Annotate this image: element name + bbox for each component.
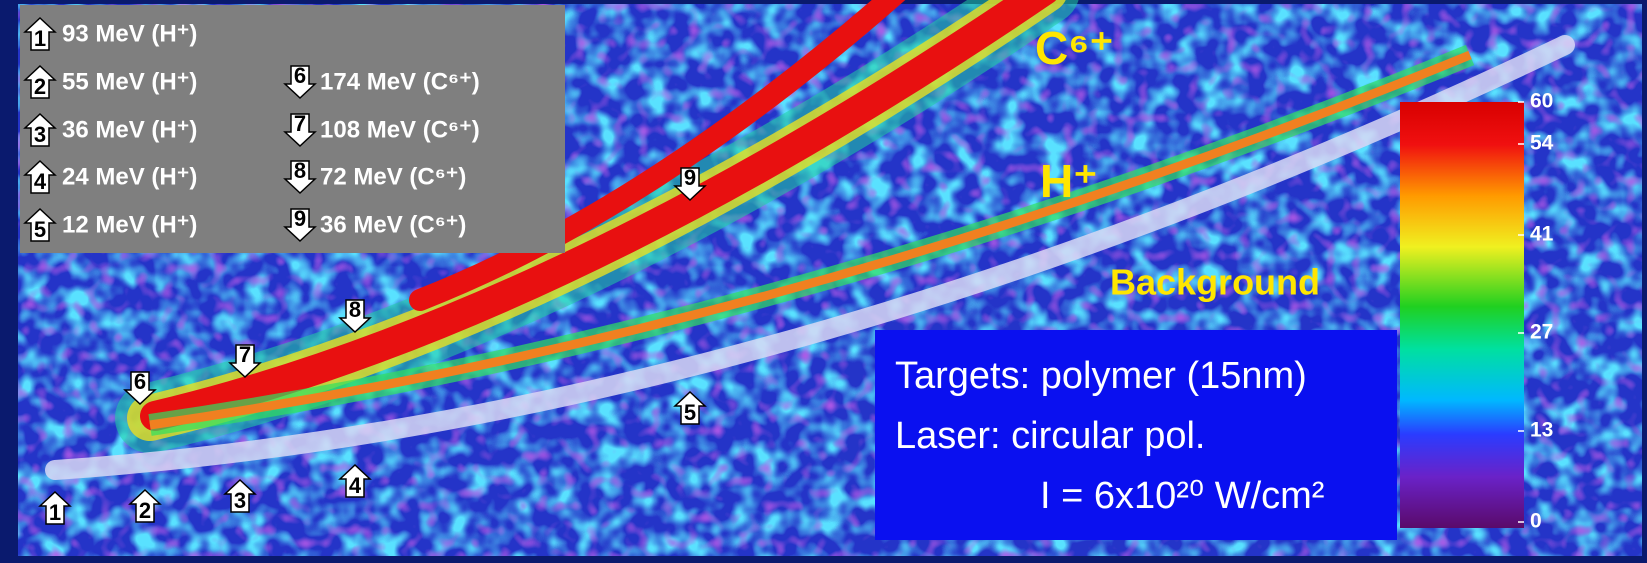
- arrow-number: 1: [49, 500, 61, 525]
- colorbar-tick-label: 60: [1530, 90, 1553, 113]
- arrow-number: 3: [234, 488, 246, 513]
- legend-text: 108 MeV (C⁶⁺): [320, 116, 480, 143]
- arrow-number: 5: [34, 217, 46, 242]
- legend-text: 174 MeV (C⁶⁺): [320, 68, 480, 95]
- legend-text: 55 MeV (H⁺): [62, 68, 197, 95]
- h-label: H⁺: [1040, 155, 1098, 207]
- colorbar-tick-label: 54: [1530, 132, 1554, 155]
- arrow-number: 2: [34, 74, 46, 99]
- arrow-number: 2: [139, 498, 151, 523]
- info-line: Targets: polymer (15nm): [895, 355, 1307, 397]
- arrow-number: 5: [684, 400, 696, 425]
- background-label: Background: [1110, 262, 1320, 303]
- arrow-number: 4: [34, 169, 47, 194]
- colorbar-tick-label: 0: [1530, 510, 1542, 533]
- colorbar-tick-label: 27: [1530, 321, 1553, 344]
- c-label: C⁶⁺: [1035, 22, 1114, 74]
- arrow-number: 8: [294, 158, 306, 183]
- legend-text: 72 MeV (C⁶⁺): [320, 163, 466, 190]
- arrow-number: 1: [34, 26, 46, 51]
- arrow-number: 6: [134, 369, 146, 394]
- arrow-number: 9: [294, 206, 306, 231]
- arrow-number: 8: [349, 297, 361, 322]
- arrow-number: 7: [294, 111, 306, 136]
- colorbar: [1400, 102, 1524, 528]
- legend-text: 36 MeV (C⁶⁺): [320, 211, 466, 238]
- figure: C⁶⁺ H⁺ Background Targets: polymer (15nm…: [0, 0, 1647, 563]
- arrow-number: 3: [34, 122, 46, 147]
- arrow-number: 7: [239, 342, 251, 367]
- legend-text: 24 MeV (H⁺): [62, 163, 197, 190]
- legend-text: 12 MeV (H⁺): [62, 211, 197, 238]
- legend-text: 36 MeV (H⁺): [62, 116, 197, 143]
- arrow-number: 4: [349, 473, 362, 498]
- info-line: I = 6x10²⁰ W/cm²: [1040, 475, 1324, 517]
- info-line: Laser: circular pol.: [895, 415, 1205, 457]
- arrow-number: 6: [294, 63, 306, 88]
- arrow-number: 9: [684, 165, 696, 190]
- colorbar-tick-label: 13: [1530, 419, 1553, 442]
- legend-text: 93 MeV (H⁺): [62, 20, 197, 47]
- colorbar-tick-label: 41: [1530, 223, 1554, 246]
